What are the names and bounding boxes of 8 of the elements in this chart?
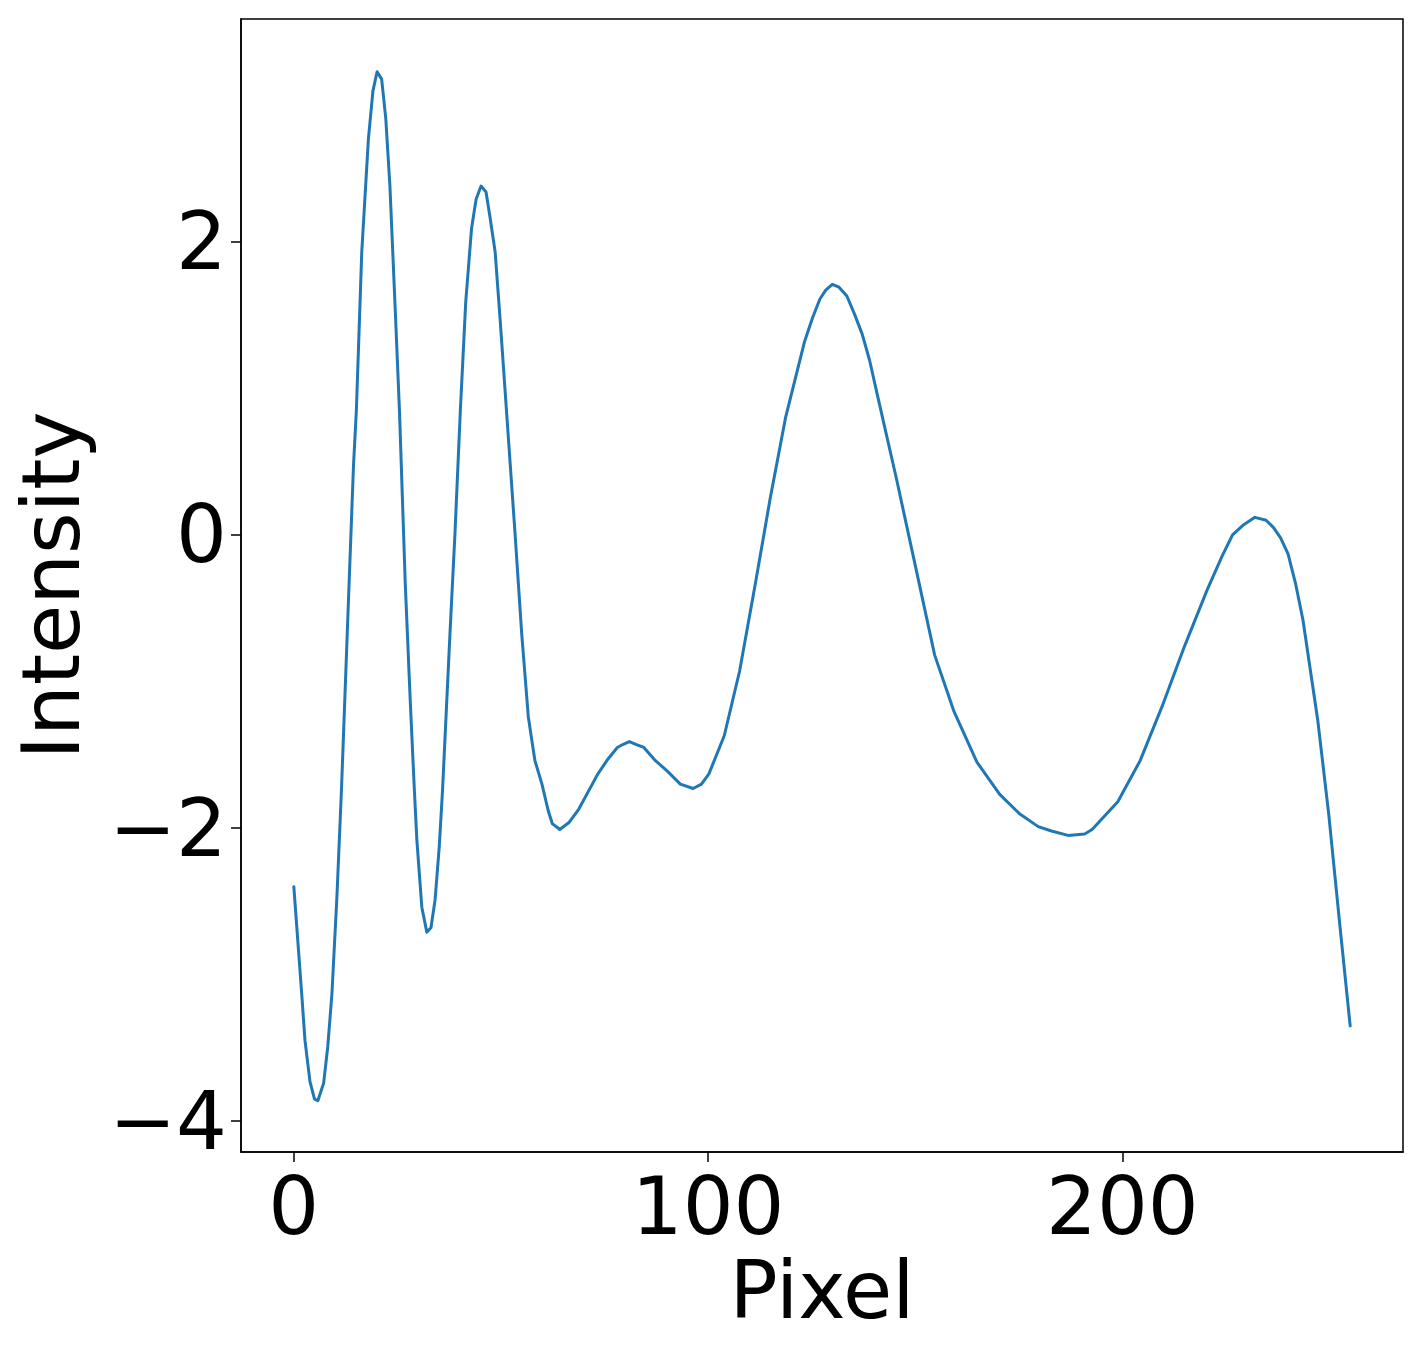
x-tick-label: 0 xyxy=(268,1159,320,1253)
y-axis-title: Intensity xyxy=(4,411,98,760)
y-tick-label: −2 xyxy=(109,781,227,875)
y-tick-label: 0 xyxy=(176,488,227,582)
x-tick-label: 200 xyxy=(1045,1159,1199,1253)
line-series xyxy=(292,70,1352,1103)
y-tick-label: 2 xyxy=(176,195,227,289)
y-tick-label: −4 xyxy=(109,1074,227,1168)
